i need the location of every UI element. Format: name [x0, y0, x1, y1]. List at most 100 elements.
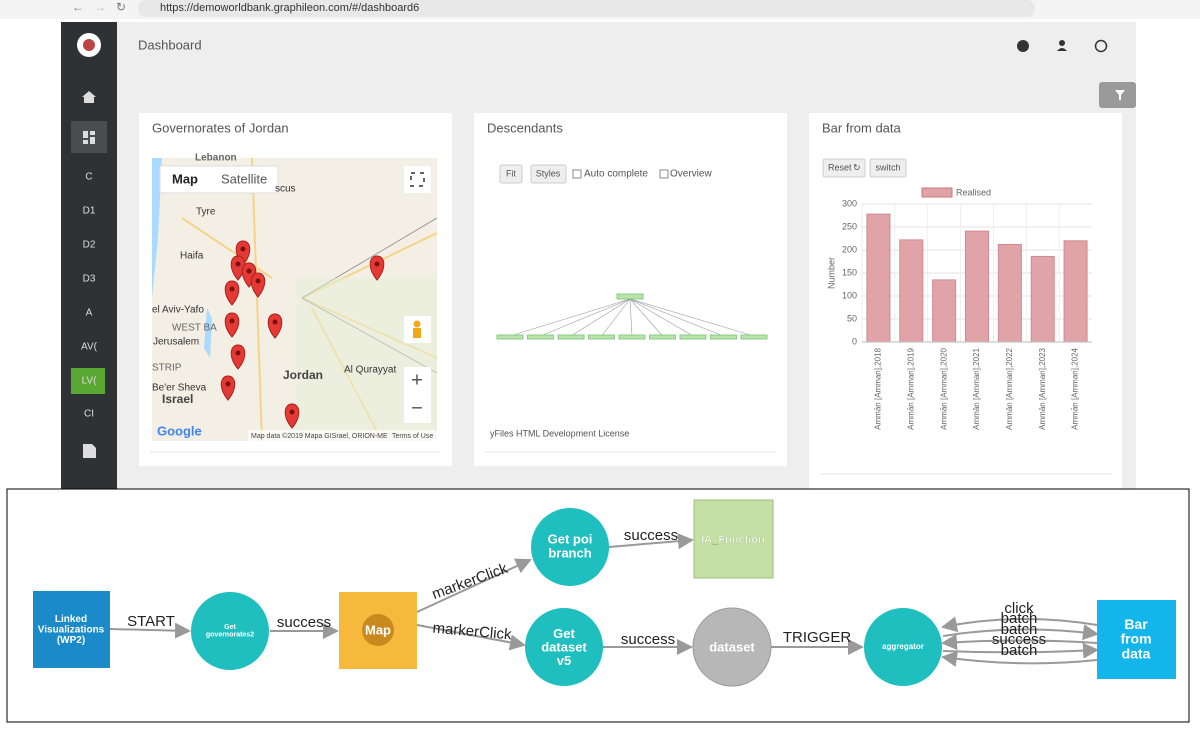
zoom-out[interactable]: − [411, 397, 423, 419]
sidebar-item[interactable]: LV( [82, 376, 97, 387]
flow-node[interactable] [191, 592, 269, 670]
edge-label[interactable]: batch [1001, 610, 1038, 627]
edge-label[interactable]: TRIGGER [783, 629, 852, 646]
x-tick-label: Ammān [Amman],2024 [1071, 347, 1080, 429]
bar [965, 230, 989, 343]
tree-edge [629, 298, 724, 337]
node-label[interactable]: Get poi [548, 532, 593, 547]
tree-node [710, 334, 737, 340]
sidebar-item[interactable]: C [85, 172, 92, 183]
map[interactable] [152, 158, 437, 441]
node-label[interactable]: aggregator [882, 642, 924, 651]
sidebar-item[interactable]: CI [84, 409, 94, 420]
sidebar-item[interactable]: D1 [83, 206, 96, 217]
map-pin-dot [229, 286, 235, 292]
sidebar-item[interactable]: A [86, 308, 93, 319]
flow-node[interactable] [531, 508, 609, 586]
edge-label[interactable]: batch [1001, 642, 1038, 659]
node-label[interactable]: (WP2) [57, 635, 85, 646]
map-pin-dot [235, 350, 241, 356]
y-tick-label: 200 [842, 244, 857, 254]
home-icon[interactable] [82, 91, 96, 103]
tree-edge [629, 298, 755, 337]
tree-edge [629, 298, 694, 337]
flow-node[interactable] [693, 499, 774, 579]
node-label[interactable]: governorates2 [206, 632, 254, 639]
switch-button[interactable] [869, 158, 907, 178]
sidebar-item[interactable]: D3 [83, 274, 96, 285]
header-title: Dashboard [138, 37, 202, 52]
flow-node[interactable] [864, 608, 942, 686]
bar [997, 243, 1022, 343]
document-icon[interactable] [83, 444, 96, 458]
satellite-button[interactable]: Satellite [221, 171, 267, 186]
tree-edge [629, 298, 663, 337]
tree-edge [629, 298, 633, 337]
edge-label[interactable]: success [621, 631, 675, 648]
node-label[interactable]: dataset [541, 639, 587, 654]
node-label[interactable]: Get [553, 626, 575, 641]
node-label[interactable]: IA_Function [701, 534, 765, 546]
attribution-bg [248, 430, 437, 441]
flow-node[interactable] [1097, 600, 1176, 679]
dashboard-icon[interactable] [83, 131, 95, 144]
edge-label[interactable]: success [992, 631, 1046, 648]
attribution: Map data ©2019 Mapa GISrael, ORION-ME [251, 432, 388, 440]
node-label[interactable]: data [1122, 645, 1151, 661]
checkbox[interactable] [659, 169, 669, 179]
filter-button[interactable] [1099, 82, 1136, 108]
node-label[interactable]: Map [365, 622, 391, 637]
reload[interactable]: ↻ [116, 0, 126, 14]
map-pin [369, 255, 385, 281]
terms-link[interactable]: Terms of Use [392, 433, 433, 440]
fullscreen-button[interactable] [404, 166, 431, 193]
styles-button[interactable] [530, 164, 567, 184]
x-tick-label: Ammān [Amman],2023 [1038, 347, 1047, 429]
reset-button[interactable] [822, 158, 866, 178]
place: Jordan [283, 368, 323, 382]
active-item [71, 121, 107, 153]
node-label[interactable]: Visualizations [38, 625, 105, 636]
map-pin-dot [235, 261, 241, 267]
language-icon[interactable] [1094, 39, 1108, 53]
checkbox[interactable] [572, 169, 582, 179]
zoom-in[interactable]: + [411, 369, 423, 391]
bar [932, 279, 957, 343]
place: Lebanon [195, 153, 237, 164]
fit-button[interactable] [499, 164, 523, 184]
node-label[interactable]: dataset [709, 639, 755, 654]
node-label[interactable]: from [1120, 631, 1151, 647]
sidebar-item[interactable]: D2 [83, 240, 96, 251]
node-label[interactable]: v5 [557, 653, 571, 668]
tree-edge [509, 298, 631, 337]
user-icon[interactable] [1059, 40, 1065, 46]
switch-label: switch [875, 162, 900, 172]
node-label[interactable]: branch [548, 545, 591, 560]
edge-label[interactable]: click [1004, 600, 1034, 617]
map-pin-dot [229, 318, 235, 324]
node-label[interactable]: Get [224, 624, 236, 631]
google-logo: Google [157, 423, 202, 438]
flow-node[interactable] [692, 607, 772, 687]
edge-label[interactable]: batch [1001, 621, 1038, 638]
edge-label[interactable]: markerClick [432, 620, 513, 644]
node-label[interactable]: Bar [1124, 616, 1148, 632]
edge-label[interactable]: success [624, 527, 678, 544]
forward[interactable]: → [94, 0, 106, 14]
edge-label[interactable]: START [127, 613, 175, 630]
url-field[interactable] [138, 0, 1035, 17]
x-tick-label: Ammān [Amman],2020 [939, 347, 948, 429]
checkbox-label: Auto complete [584, 169, 648, 180]
back[interactable]: ← [72, 0, 84, 14]
map-button[interactable]: Map [172, 171, 198, 186]
bar [1030, 255, 1055, 343]
sidebar-item[interactable]: AV( [81, 342, 98, 353]
globe-icon [362, 614, 394, 646]
tree-node [740, 334, 768, 340]
flow-node[interactable] [525, 608, 603, 686]
flow-node[interactable] [33, 591, 110, 668]
user-icon-body [1057, 48, 1067, 51]
edge-label[interactable]: success [277, 614, 331, 631]
help-icon[interactable] [1017, 40, 1029, 52]
node-label[interactable]: Linked [55, 614, 87, 625]
